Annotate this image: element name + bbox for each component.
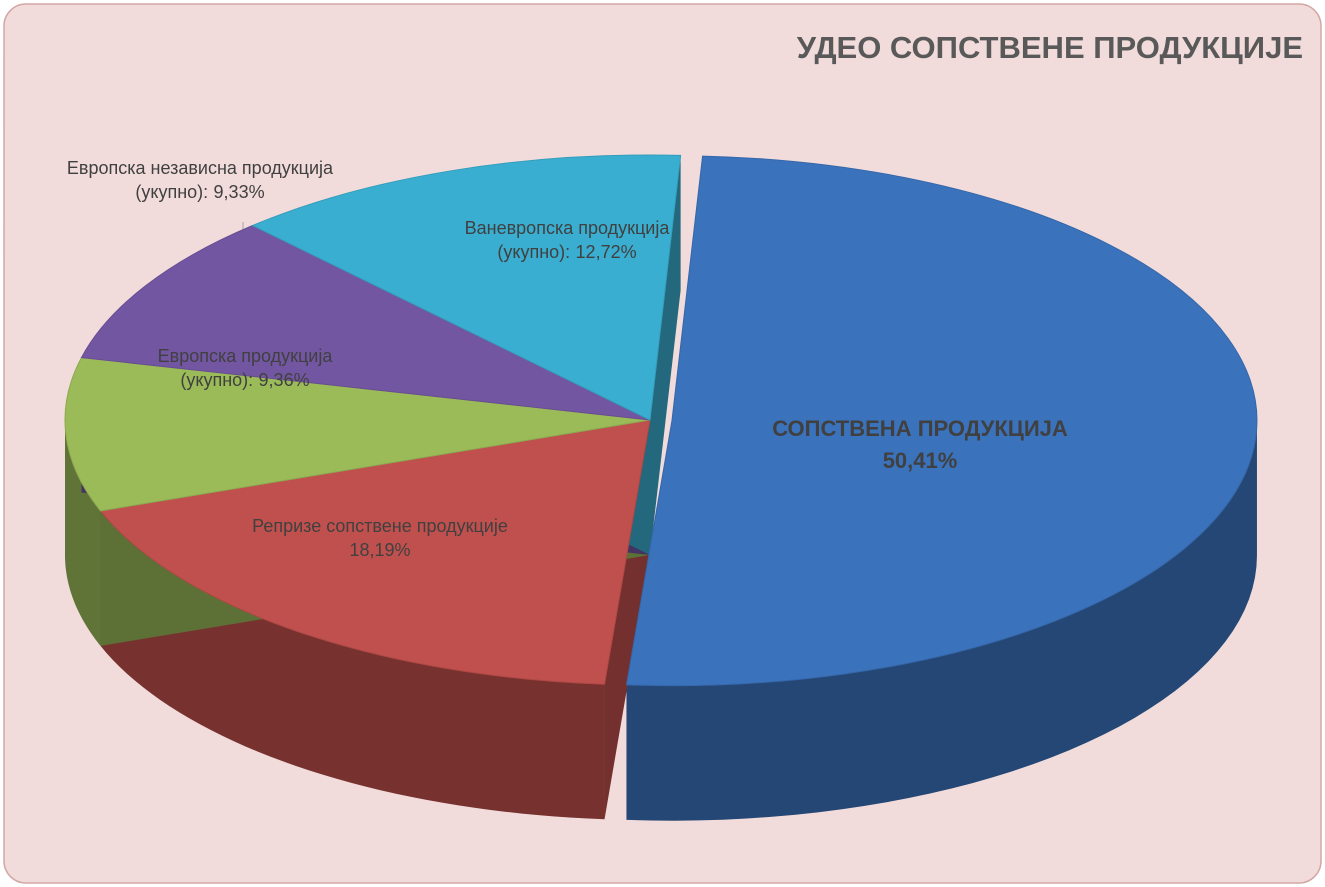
slice <box>625 155 1258 687</box>
value-label: 18,19% <box>349 540 411 560</box>
slice-side <box>626 420 1257 821</box>
slice-edge <box>650 155 681 556</box>
data-label: Европска продукција (укупно): 9,36% <box>115 344 375 392</box>
value-label: 50,41% <box>882 448 958 473</box>
category-label: Репризе сопствене продукције <box>252 516 508 536</box>
category-label: Европска независна продукција (укупно): <box>66 158 334 202</box>
data-label: СОПСТВЕНА ПРОДУКЦИЈА 50,41% <box>710 413 1130 477</box>
slice <box>99 419 651 685</box>
category-label: СОПСТВЕНА ПРОДУКЦИЈА <box>772 416 1068 441</box>
value-label: 9,33% <box>213 182 265 202</box>
slice <box>251 154 682 421</box>
data-label: Ваневропска продукција (укупно): 12,72% <box>427 216 707 264</box>
value-label: 9,36% <box>258 370 310 390</box>
category-label: Ваневропска продукција (укупно): <box>464 218 670 262</box>
data-label: Европска независна продукција (укупно): 9… <box>30 156 370 204</box>
slice-side <box>100 510 605 820</box>
slice-side <box>65 420 101 646</box>
slice <box>80 224 651 421</box>
value-label: 12,72% <box>575 242 637 262</box>
category-label: Европска продукција (укупно): <box>157 346 333 390</box>
slice <box>64 357 651 512</box>
data-label: Репризе сопствене продукције 18,19% <box>200 514 560 562</box>
chart-title: УДЕО СОПСТВЕНЕ ПРОДУКЦИЈЕ <box>796 30 1303 65</box>
